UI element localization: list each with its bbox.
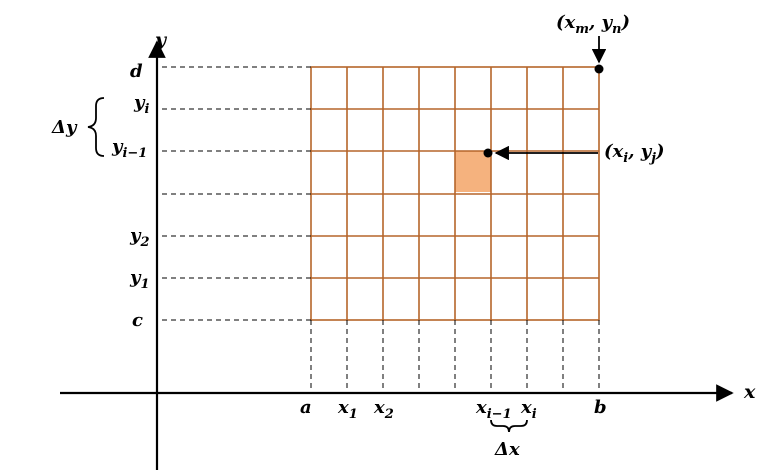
point-xi-yj bbox=[483, 148, 493, 158]
highlighted-cell bbox=[455, 151, 491, 192]
delta-y-label: Δy bbox=[51, 117, 78, 138]
x-tick-b: b bbox=[594, 397, 607, 418]
x-tick-x2: x2 bbox=[373, 397, 394, 422]
delta-y-brace bbox=[87, 97, 105, 157]
y-tick-y1: y1 bbox=[129, 267, 150, 292]
x-tick-xi: xi bbox=[520, 397, 537, 422]
x-axis-label: x bbox=[743, 381, 756, 403]
partition-grid bbox=[310, 66, 600, 321]
label-xi-yj: (xi, yj) bbox=[604, 141, 664, 166]
y-tick-c: c bbox=[132, 310, 143, 331]
x-tick-a: a bbox=[300, 397, 312, 418]
x-tick-xi-minus-1: xi−1 bbox=[475, 397, 512, 422]
label-xm-yn: (xm, yn) bbox=[556, 12, 630, 37]
horizontal-guides bbox=[162, 66, 311, 321]
y-tick-yi: yi bbox=[133, 92, 149, 117]
y-tick-d: d bbox=[130, 61, 143, 82]
y-tick-yi-minus-1: yi−1 bbox=[111, 136, 147, 161]
y-axis-label: y bbox=[154, 29, 168, 51]
delta-x-brace bbox=[490, 419, 528, 433]
point-xm-yn bbox=[594, 64, 604, 74]
delta-x-label: Δx bbox=[494, 439, 520, 460]
y-tick-y2: y2 bbox=[129, 225, 150, 250]
x-tick-x1: x1 bbox=[337, 397, 358, 422]
vertical-guides bbox=[310, 320, 600, 393]
